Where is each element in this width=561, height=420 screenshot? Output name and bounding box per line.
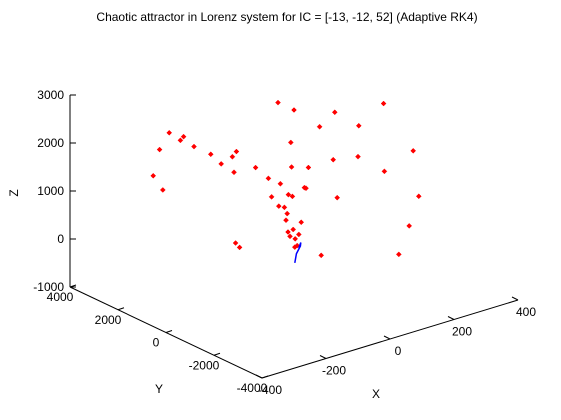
y-tick-label: -2000 xyxy=(189,358,220,372)
plot-data xyxy=(150,99,422,264)
z-axis-label: Z xyxy=(7,189,21,196)
z-tick-label: 2000 xyxy=(37,136,64,150)
data-point xyxy=(287,233,293,240)
data-point xyxy=(231,169,237,176)
x-tick-mark xyxy=(447,316,455,320)
data-point xyxy=(207,151,214,158)
data-point xyxy=(236,244,243,251)
data-point xyxy=(334,194,341,201)
y-tick-mark xyxy=(165,330,173,333)
data-point xyxy=(233,148,240,155)
z-tick-label: 1000 xyxy=(37,184,64,198)
series-line xyxy=(294,242,302,264)
data-point xyxy=(355,153,361,160)
data-point xyxy=(415,193,422,200)
data-point xyxy=(381,168,388,175)
data-point xyxy=(268,193,275,200)
y-axis-ticks: 4000 2000 0 -2000 -4000 xyxy=(47,284,269,395)
y-tick-label: 2000 xyxy=(95,313,122,327)
data-point xyxy=(265,175,272,182)
x-tick-mark xyxy=(511,296,519,301)
x-tick-label: -200 xyxy=(322,364,346,378)
y-tick-mark xyxy=(69,284,77,288)
data-point xyxy=(277,180,284,187)
data-point xyxy=(316,123,323,130)
data-point xyxy=(287,139,294,146)
data-point xyxy=(298,219,305,226)
data-point xyxy=(289,193,296,200)
chart-title: Chaotic attractor in Lorenz system for I… xyxy=(96,10,477,24)
data-point xyxy=(177,137,184,144)
x-tick-label: 0 xyxy=(395,344,402,358)
data-point xyxy=(288,164,295,170)
data-point xyxy=(305,164,312,171)
data-point xyxy=(406,223,413,229)
x-tick-mark xyxy=(255,374,263,379)
data-point xyxy=(275,99,281,106)
data-point xyxy=(218,161,225,167)
data-point xyxy=(232,240,239,246)
data-point xyxy=(331,109,338,116)
data-point xyxy=(292,236,299,242)
y-tick-mark xyxy=(213,352,221,356)
data-point xyxy=(281,204,288,211)
data-point xyxy=(284,210,291,217)
data-point xyxy=(291,107,297,113)
x-tick-label: 200 xyxy=(452,325,472,339)
data-point xyxy=(229,153,236,160)
data-point xyxy=(166,129,173,136)
data-point xyxy=(318,252,325,259)
data-point xyxy=(301,184,308,191)
data-point xyxy=(395,251,402,258)
z-tick-label: -1000 xyxy=(33,280,64,294)
x-tick-mark xyxy=(383,335,391,340)
x-tick-label: 400 xyxy=(516,305,536,319)
data-point xyxy=(285,229,291,235)
data-point xyxy=(275,203,282,209)
data-point xyxy=(410,147,417,154)
data-point xyxy=(295,231,302,238)
z-tick-label: 3000 xyxy=(37,88,64,102)
data-point xyxy=(191,143,197,150)
data-point xyxy=(330,156,337,163)
y-tick-mark xyxy=(261,375,269,379)
y-axis-label: Y xyxy=(155,382,163,396)
x-axis-ticks: -400 -200 0 200 400 xyxy=(255,296,536,397)
z-tick-label: 0 xyxy=(57,232,64,246)
x-tick-label: -400 xyxy=(258,383,282,397)
y-tick-label: -4000 xyxy=(237,381,268,395)
x-tick-mark xyxy=(319,355,327,359)
y-tick-label: 0 xyxy=(153,336,160,350)
data-point xyxy=(150,172,157,179)
data-point xyxy=(252,164,259,171)
y-tick-mark xyxy=(117,307,125,311)
y-tick-label: 4000 xyxy=(47,290,74,304)
data-point xyxy=(283,217,289,224)
data-point xyxy=(180,133,187,140)
data-point xyxy=(285,191,292,198)
data-point xyxy=(380,100,387,107)
x-axis-label: X xyxy=(372,387,380,401)
data-point xyxy=(156,146,163,153)
data-point xyxy=(355,122,362,129)
data-point xyxy=(159,187,166,193)
data-point xyxy=(290,226,297,233)
